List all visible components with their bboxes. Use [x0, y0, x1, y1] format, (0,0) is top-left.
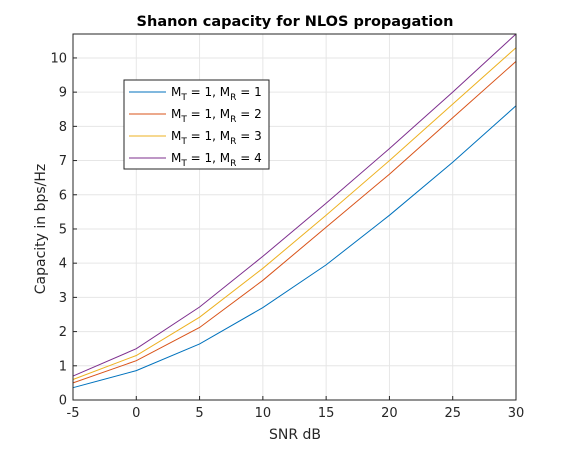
legend-entries: MT = 1, MR = 1 MT = 1, MR = 2 MT = 1, MR =…	[129, 85, 262, 169]
series-line-2	[72, 61, 517, 384]
x-axis-title: SNR dB	[269, 427, 321, 443]
x-tick-label: -5	[67, 406, 80, 421]
y-tick-label: 9	[59, 86, 67, 101]
series-line-3	[72, 47, 517, 380]
y-tick-labels: 0 1 2 3 4 5 6 7 8 9 10	[50, 51, 77, 409]
y-tick-label: 4	[59, 257, 67, 272]
series-line-4	[72, 33, 517, 377]
chart-title: Shanon capacity for NLOS propagation	[137, 14, 454, 30]
x-tick-label: 0	[132, 406, 140, 421]
y-tick-label: 10	[50, 51, 67, 66]
legend-box	[123, 79, 270, 170]
legend-label-1: MT = 1, MR = 1	[171, 85, 262, 103]
x-tick-label: 30	[508, 406, 525, 421]
series-lines	[72, 33, 517, 389]
legend-label-4: MT = 1, MR = 4	[171, 151, 262, 169]
legend: MT = 1, MR = 1 MT = 1, MR = 2 MT = 1, MR =…	[123, 79, 270, 170]
plot-frame	[72, 33, 517, 401]
legend-label-2: MT = 1, MR = 2	[171, 107, 262, 125]
y-axis-title: Capacity in bps/Hz	[33, 164, 49, 295]
grid	[72, 34, 517, 401]
y-tick-label: 5	[59, 222, 67, 237]
x-tick-label: 15	[318, 406, 335, 421]
y-tick-label: 7	[59, 154, 67, 169]
series-line-1	[72, 105, 517, 389]
legend-label-3: MT = 1, MR = 3	[171, 129, 262, 147]
x-tick-label: 5	[195, 406, 203, 421]
x-tick-label: 25	[444, 406, 461, 421]
y-tick-label: 2	[59, 325, 67, 340]
y-tick-label: 8	[59, 120, 67, 135]
x-tick-label: 20	[381, 406, 398, 421]
y-tick-label: 0	[59, 394, 67, 409]
y-tick-label: 3	[59, 291, 67, 306]
x-tick-labels: -5 0 5 10 15 20 25 30	[67, 396, 525, 421]
y-tick-label: 1	[59, 359, 67, 374]
x-tick-label: 10	[255, 406, 272, 421]
y-tick-label: 6	[59, 188, 67, 203]
